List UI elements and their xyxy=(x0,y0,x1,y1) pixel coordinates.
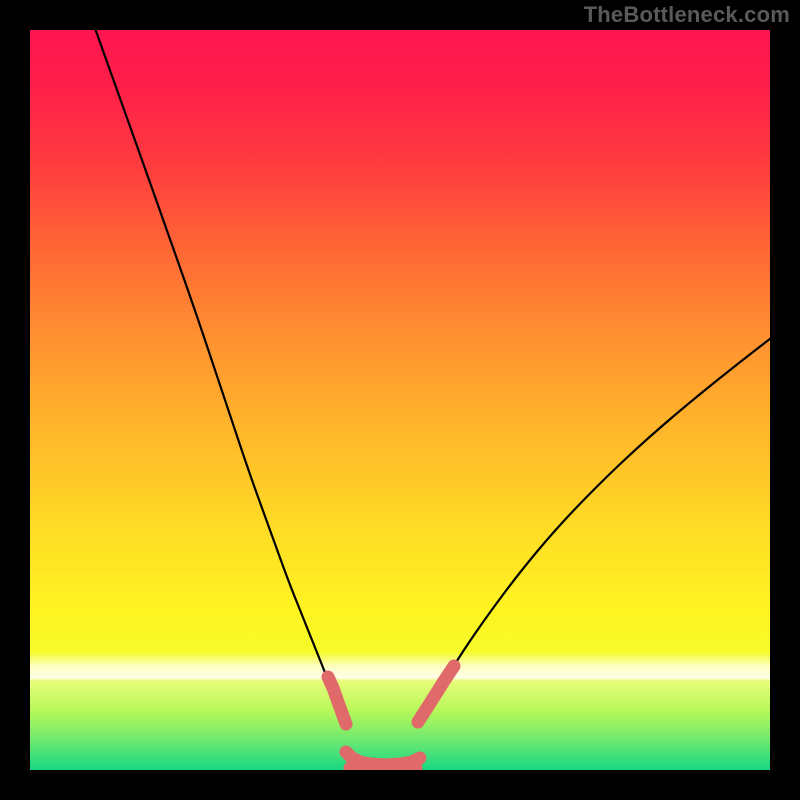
watermark-text: TheBottleneck.com xyxy=(584,2,790,28)
chart-container: TheBottleneck.com xyxy=(0,0,800,800)
bottleneck-chart xyxy=(0,0,800,800)
